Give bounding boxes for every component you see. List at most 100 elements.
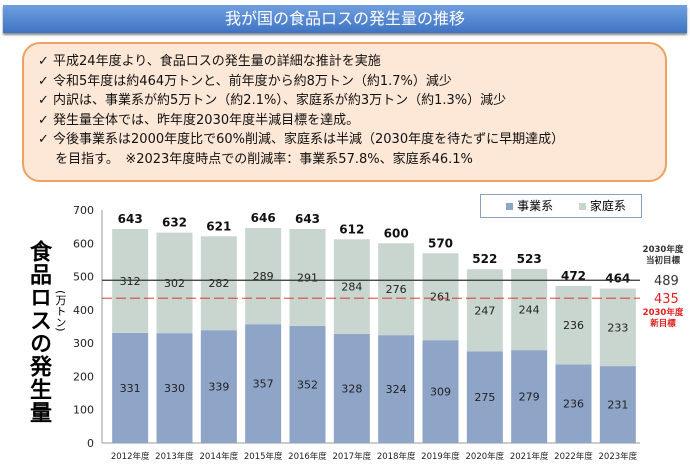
summary-line: ✓ 発生量全体では、昨年度2030年度半減目標を達成。	[38, 112, 360, 128]
y-tick-label: 700	[73, 204, 94, 217]
y-tick-label: 400	[73, 304, 94, 317]
bar-household	[422, 253, 459, 341]
x-tick-label: 2017年度	[333, 451, 372, 462]
total-label: 522	[472, 252, 497, 266]
reference-value: 435	[654, 292, 679, 307]
bar-business	[422, 340, 459, 443]
data-label: 302	[164, 277, 185, 290]
data-label: 330	[164, 382, 185, 395]
bar-business	[289, 325, 326, 443]
bar-household	[378, 243, 415, 336]
total-label: 621	[206, 219, 231, 233]
total-label: 600	[384, 226, 409, 240]
legend-swatch-household	[578, 203, 586, 210]
bar-household	[245, 227, 282, 325]
x-tick-label: 2015年度	[244, 451, 283, 462]
y-axis-label: 食品ロスの発生量	[26, 240, 51, 424]
reference-label: 新目標	[650, 318, 676, 329]
total-label: 523	[517, 252, 542, 266]
summary-line: ✓ 内訳は、事業系が約5万トン（約2.1%）、家庭系が約3万トン（約1.3%）減…	[38, 93, 507, 108]
x-tick-label: 2021年度	[510, 451, 549, 462]
y-tick-label: 200	[73, 370, 94, 383]
data-label: 309	[430, 386, 451, 399]
x-tick-label: 2019年度	[421, 451, 460, 462]
total-label: 464	[605, 272, 630, 286]
reference-value: 489	[654, 274, 679, 289]
data-label: 231	[607, 399, 628, 412]
bar-business	[200, 330, 237, 443]
total-label: 472	[561, 269, 586, 283]
y-axis-unit: (万トン)	[54, 290, 67, 332]
bar-business	[245, 324, 282, 443]
summary-box: ✓ 平成24年度より、食品ロスの発生量の詳細な推計を実施 ✓ 令和5年度は約46…	[22, 42, 667, 182]
data-label: 233	[607, 321, 628, 334]
bar-household	[156, 232, 193, 334]
y-tick-label: 100	[73, 404, 94, 417]
bar-business	[599, 366, 636, 443]
data-label: 324	[386, 383, 407, 396]
bar-household	[511, 268, 548, 351]
bar-household	[112, 228, 149, 333]
x-tick-label: 2013年度	[155, 451, 194, 462]
y-tick-label: 500	[73, 271, 94, 284]
data-label: 247	[474, 304, 495, 317]
data-label: 236	[563, 319, 584, 332]
legend-label-business: 事業系	[517, 199, 554, 213]
page-title: 我が国の食品ロスの発生量の推移	[3, 5, 687, 33]
x-tick-label: 2014年度	[200, 451, 239, 462]
x-tick-label: 2018年度	[377, 451, 416, 462]
reference-label: 当初目標	[646, 255, 681, 266]
summary-line: ✓ 平成24年度より、食品ロスの発生量の詳細な推計を実施	[38, 54, 381, 69]
total-label: 643	[118, 212, 143, 226]
reference-label: 2030年度	[643, 307, 684, 318]
bar-household	[599, 288, 636, 367]
data-label: 236	[563, 398, 584, 411]
bar-household	[555, 285, 592, 365]
bar-business	[555, 364, 592, 443]
data-label: 357	[253, 378, 274, 391]
data-label: 331	[120, 382, 141, 395]
y-tick-label: 300	[73, 337, 94, 350]
data-label: 279	[519, 391, 540, 404]
x-tick-label: 2020年度	[466, 451, 505, 462]
bar-business	[156, 333, 193, 443]
y-tick-label: 0	[87, 437, 94, 450]
bar-business	[112, 332, 149, 443]
x-tick-label: 2016年度	[288, 451, 327, 462]
summary-line: ✓ 今後事業系は2000年度比で60%削減、家庭系は半減（2030年度を待たずに…	[38, 132, 565, 147]
data-label: 282	[208, 277, 229, 290]
bar-household	[200, 236, 237, 331]
bar-business	[511, 350, 548, 443]
summary-line: を目指す。 ※2023年度時点での削減率：事業系57.8%、家庭系46.1%	[38, 151, 473, 167]
data-label: 289	[253, 270, 274, 283]
chart-legend: 事業系 家庭系	[480, 194, 642, 218]
data-label: 261	[430, 291, 451, 304]
total-label: 570	[428, 236, 453, 250]
data-label: 284	[341, 281, 362, 294]
x-tick-label: 2022年度	[554, 451, 593, 462]
bar-household	[289, 228, 326, 326]
data-label: 339	[208, 381, 229, 394]
bar-household	[333, 239, 370, 334]
data-label: 352	[297, 378, 318, 391]
x-tick-label: 2012年度	[111, 451, 150, 462]
y-tick-label: 600	[73, 237, 94, 250]
data-label: 312	[120, 275, 141, 288]
total-label: 632	[162, 216, 187, 230]
bar-business	[333, 333, 370, 443]
x-tick-label: 2023年度	[599, 451, 638, 462]
reference-label: 2030年度	[643, 244, 684, 255]
legend-label-household: 家庭系	[589, 199, 626, 213]
data-label: 328	[341, 382, 362, 395]
data-label: 291	[297, 271, 318, 284]
legend-swatch-business	[506, 203, 514, 210]
bar-business	[378, 335, 415, 443]
total-label: 643	[295, 212, 320, 226]
total-label: 646	[251, 211, 276, 225]
data-label: 244	[519, 304, 540, 317]
summary-line: ✓ 令和5年度は約464万トンと、前年度から約8万トン（約1.7%）減少	[38, 73, 452, 89]
data-label: 276	[386, 283, 407, 296]
data-label: 275	[474, 391, 495, 404]
bar-business	[466, 351, 503, 443]
